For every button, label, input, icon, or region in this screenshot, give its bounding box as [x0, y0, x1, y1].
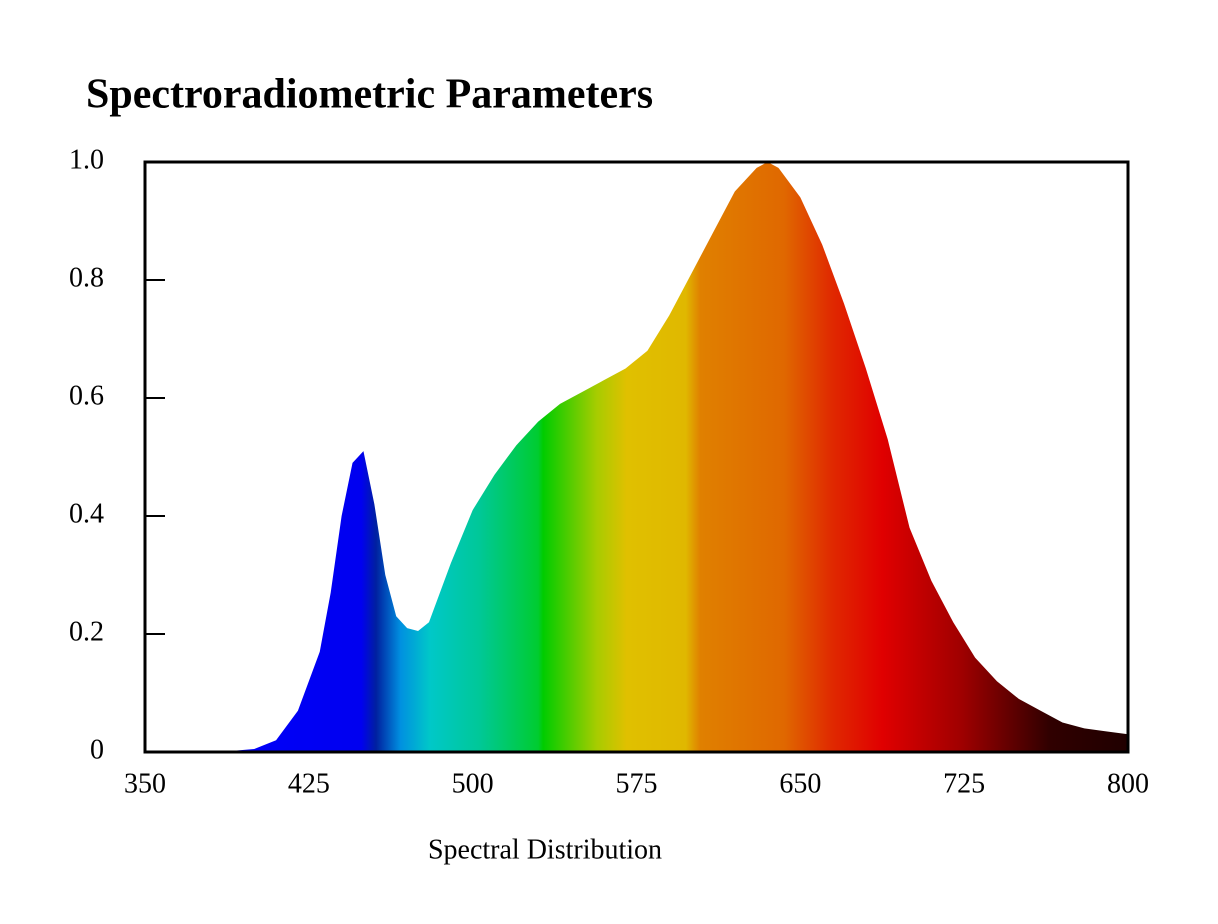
x-tick-label: 800 [1107, 768, 1149, 799]
spectrum-area [210, 162, 1129, 752]
chart-title: Spectroradiometric Parameters [86, 72, 653, 118]
x-axis-label: Spectral Distribution [428, 834, 662, 865]
y-tick-label: 0.2 [69, 616, 104, 647]
x-tick-label: 350 [124, 768, 166, 799]
x-tick-label: 650 [779, 768, 821, 799]
y-tick-label: 0.6 [69, 380, 104, 411]
x-tick-label: 575 [616, 768, 658, 799]
x-tick-label: 725 [943, 768, 985, 799]
plot-area [210, 162, 1129, 752]
x-tick-label: 500 [452, 768, 494, 799]
plot-frame [143, 160, 1130, 754]
y-tick-label: 0.4 [69, 498, 104, 529]
y-tick-label: 0 [90, 734, 104, 765]
y-tick-label: 1.0 [69, 144, 104, 175]
y-tick-label: 0.8 [69, 262, 104, 293]
x-tick-label: 425 [288, 768, 330, 799]
